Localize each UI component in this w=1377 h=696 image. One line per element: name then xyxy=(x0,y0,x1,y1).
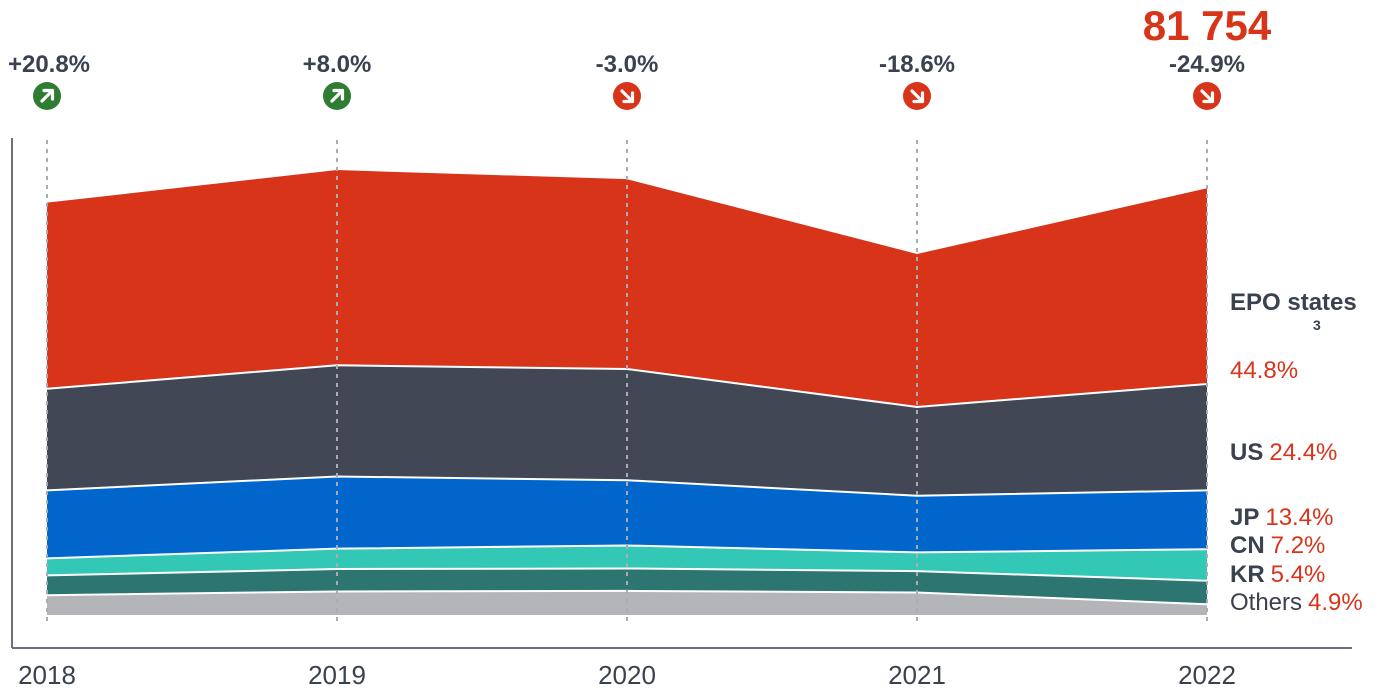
x-tick-2021: 2021 xyxy=(888,660,946,690)
share-value-us: 24.4% xyxy=(1269,439,1337,466)
boundary-line-kr xyxy=(46,567,1208,582)
series-share-labels: EPO states 3 44.8% US 24.4% JP 13.4% CN 7.2… xyxy=(1230,289,1363,616)
x-tick-2019: 2019 xyxy=(308,660,366,690)
change-label-2022: -24.9% xyxy=(1169,51,1245,78)
change-label-2020: -3.0% xyxy=(596,51,659,78)
share-name-kr: KR xyxy=(1230,561,1265,588)
share-value-others: 4.9% xyxy=(1308,589,1363,616)
share-name-us: US xyxy=(1230,439,1263,466)
share-name-epo-sup: 3 xyxy=(1313,317,1321,333)
share-name-epo: EPO states xyxy=(1230,289,1357,316)
share-value-cn: 7.2% xyxy=(1271,532,1326,559)
arrow-up-right-icon xyxy=(323,82,351,110)
share-label-cn: CN 7.2% xyxy=(1230,532,1325,559)
share-value-kr: 5.4% xyxy=(1271,561,1326,588)
share-value-jp: 13.4% xyxy=(1265,504,1333,531)
share-label-kr: KR 5.4% xyxy=(1230,561,1325,588)
share-name-others: Others xyxy=(1230,589,1302,616)
arrow-up-right-icon xyxy=(33,82,61,110)
share-label-others: Others 4.9% xyxy=(1230,589,1363,616)
yearly-change-indicators: +20.8% +8.0% -3.0% -18.6% -24.9% xyxy=(8,51,1245,110)
x-tick-2022: 2022 xyxy=(1178,660,1236,690)
share-name-cn: CN xyxy=(1230,532,1265,559)
change-label-2021: -18.6% xyxy=(879,51,955,78)
change-label-2019: +8.0% xyxy=(303,51,372,78)
area-kr xyxy=(47,568,1207,605)
x-tick-2020: 2020 xyxy=(598,660,656,690)
arrow-down-right-icon xyxy=(903,82,931,110)
x-tick-labels: 2018 2019 2020 2021 2022 xyxy=(18,660,1236,690)
latest-total-label: 81 754 xyxy=(1143,2,1272,49)
arrow-down-right-icon xyxy=(1193,82,1221,110)
share-label-us: US 24.4% xyxy=(1230,439,1337,466)
share-value-epo: 44.8% xyxy=(1230,357,1298,384)
boundary-line-jp xyxy=(46,475,1208,497)
x-tick-2018: 2018 xyxy=(18,660,76,690)
arrow-down-right-icon xyxy=(613,82,641,110)
axes xyxy=(11,138,1352,649)
share-label-jp: JP 13.4% xyxy=(1230,504,1333,531)
change-label-2018: +20.8% xyxy=(8,51,90,78)
share-name-jp: JP xyxy=(1230,504,1259,531)
